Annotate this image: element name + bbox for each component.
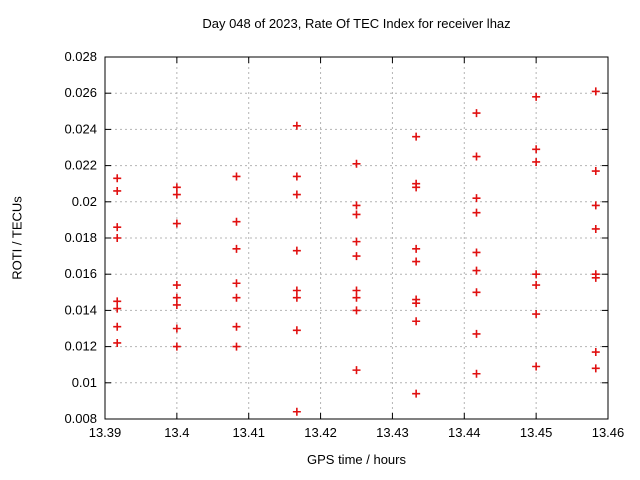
data-point-plus-marker (232, 342, 241, 351)
data-point-plus-marker (172, 300, 181, 309)
data-point-plus-marker (232, 244, 241, 253)
data-point-plus-marker (172, 281, 181, 290)
data-point-plus-marker (472, 194, 481, 203)
data-point-plus-marker (591, 201, 600, 210)
data-point-plus-marker (352, 210, 361, 219)
data-point-plus-marker (532, 281, 541, 290)
data-point-plus-marker (412, 132, 421, 141)
data-point-plus-marker (232, 217, 241, 226)
x-axis-label: GPS time / hours (307, 452, 406, 467)
data-point-plus-marker (232, 322, 241, 331)
data-point-plus-marker (172, 342, 181, 351)
data-point-plus-marker (532, 92, 541, 101)
data-point-plus-marker (532, 310, 541, 319)
data-point-plus-marker (412, 389, 421, 398)
data-point-plus-marker (591, 224, 600, 233)
data-point-plus-marker (472, 288, 481, 297)
data-point-plus-marker (532, 145, 541, 154)
data-point-plus-marker (352, 237, 361, 246)
x-tick-label: 13.46 (592, 425, 625, 440)
data-point-plus-marker (472, 152, 481, 161)
data-point-plus-marker (292, 293, 301, 302)
data-point-plus-marker (292, 407, 301, 416)
data-point-plus-marker (172, 293, 181, 302)
data-point-plus-marker (113, 322, 122, 331)
data-point-plus-marker (472, 109, 481, 118)
data-point-plus-marker (352, 159, 361, 168)
data-point-plus-marker (292, 326, 301, 335)
data-point-plus-marker (232, 172, 241, 181)
data-point-plus-marker (232, 279, 241, 288)
y-tick-label: 0.022 (64, 158, 97, 173)
y-tick-label: 0.026 (64, 85, 97, 100)
y-tick-label: 0.02 (72, 194, 97, 209)
y-tick-label: 0.014 (64, 302, 97, 317)
y-tick-label: 0.008 (64, 411, 97, 426)
x-tick-label: 13.43 (376, 425, 409, 440)
data-point-plus-marker (532, 362, 541, 371)
data-point-plus-marker (113, 174, 122, 183)
data-point-plus-marker (113, 304, 122, 313)
y-tick-label: 0.01 (72, 375, 97, 390)
data-point-plus-marker (352, 286, 361, 295)
x-tick-label: 13.4 (164, 425, 189, 440)
data-point-plus-marker (352, 366, 361, 375)
y-tick-label: 0.016 (64, 266, 97, 281)
data-point-plus-marker (292, 121, 301, 130)
data-point-plus-marker (292, 190, 301, 199)
data-point-plus-marker (591, 167, 600, 176)
data-point-plus-marker (172, 190, 181, 199)
x-tick-label: 13.44 (448, 425, 481, 440)
data-point-plus-marker (113, 186, 122, 195)
data-point-plus-marker (352, 293, 361, 302)
x-tick-label: 13.39 (89, 425, 122, 440)
data-point-plus-marker (472, 329, 481, 338)
data-point-plus-marker (172, 183, 181, 192)
data-point-plus-marker (591, 348, 600, 357)
data-point-plus-marker (412, 244, 421, 253)
chart-title: Day 048 of 2023, Rate Of TEC Index for r… (202, 16, 511, 31)
y-tick-label: 0.028 (64, 49, 97, 64)
y-tick-label: 0.012 (64, 339, 97, 354)
data-point-plus-marker (113, 223, 122, 232)
data-point-plus-marker (292, 246, 301, 255)
data-point-plus-marker (113, 297, 122, 306)
data-point-plus-marker (472, 369, 481, 378)
data-point-plus-marker (352, 306, 361, 315)
data-point-plus-marker (172, 219, 181, 228)
data-point-plus-marker (292, 172, 301, 181)
x-tick-label: 13.41 (232, 425, 265, 440)
data-point-plus-marker (113, 338, 122, 347)
x-tick-label: 13.42 (304, 425, 337, 440)
data-point-plus-marker (412, 299, 421, 308)
y-tick-label: 0.024 (64, 121, 97, 136)
data-point-plus-marker (292, 286, 301, 295)
data-point-plus-marker (412, 317, 421, 326)
data-point-plus-marker (472, 208, 481, 217)
data-point-plus-marker (113, 234, 122, 242)
y-tick-label: 0.018 (64, 230, 97, 245)
data-point-plus-marker (532, 270, 541, 279)
data-point-plus-marker (532, 157, 541, 166)
data-point-plus-marker (172, 324, 181, 333)
data-point-plus-marker (472, 248, 481, 257)
data-point-plus-marker (472, 266, 481, 275)
data-point-plus-marker (232, 293, 241, 302)
data-point-plus-marker (412, 257, 421, 266)
data-point-plus-marker (352, 201, 361, 210)
data-point-plus-marker (591, 87, 600, 96)
data-point-plus-marker (591, 364, 600, 373)
x-tick-label: 13.45 (520, 425, 553, 440)
data-point-plus-marker (352, 252, 361, 261)
data-point-plus-marker (591, 273, 600, 282)
data-point-plus-marker (412, 183, 421, 192)
